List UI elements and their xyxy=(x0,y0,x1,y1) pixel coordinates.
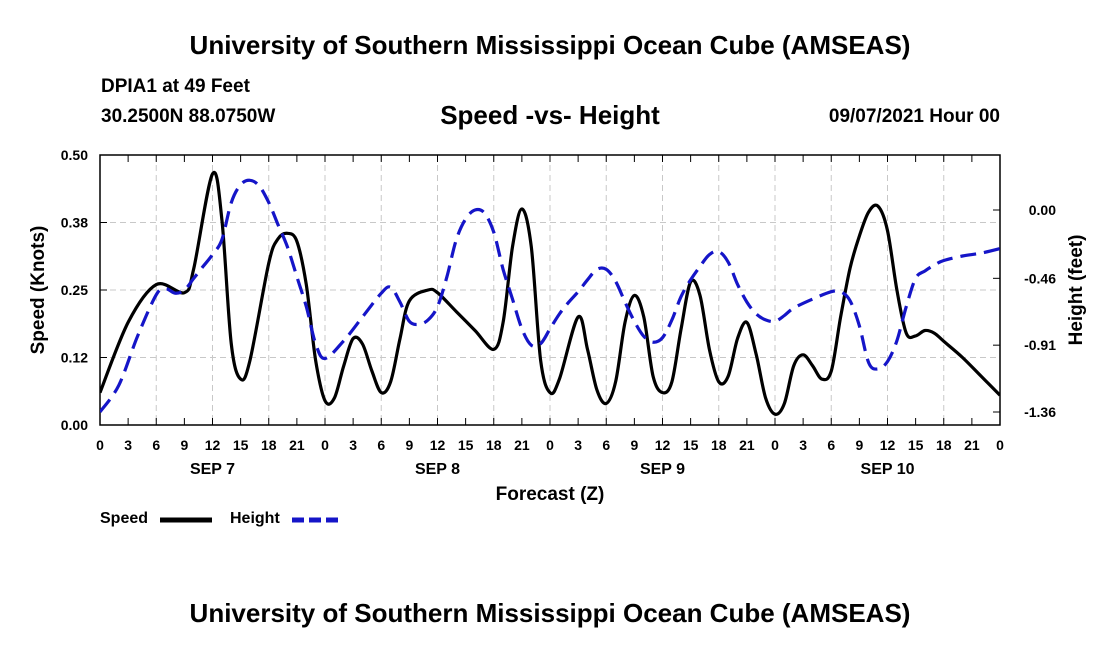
x-tick-label: 0 xyxy=(771,437,779,453)
x-tick-label: 9 xyxy=(180,437,188,453)
x-tick-label: 9 xyxy=(405,437,413,453)
legend-speed-label: Speed xyxy=(100,510,149,527)
station-coordinates: 30.2500N 88.0750W xyxy=(101,106,276,127)
x-axis-label: Forecast (Z) xyxy=(496,484,605,505)
legend-height-label: Height xyxy=(230,510,280,527)
x-tick-label: 9 xyxy=(855,437,863,453)
y-tick-label: 0.50 xyxy=(61,147,88,163)
x-tick-label: 15 xyxy=(683,437,699,453)
x-tick-label: 18 xyxy=(711,437,727,453)
x-day-label: SEP 8 xyxy=(415,461,460,478)
x-tick-label: 21 xyxy=(739,437,755,453)
x-tick-label: 9 xyxy=(630,437,638,453)
x-tick-label: 6 xyxy=(827,437,835,453)
x-tick-label: 12 xyxy=(430,437,446,453)
y-tick-label: 0.12 xyxy=(61,350,88,366)
y2-tick-label: -1.36 xyxy=(1024,404,1056,420)
x-tick-label: 0 xyxy=(546,437,554,453)
x-tick-label: 12 xyxy=(655,437,671,453)
x-tick-label: 3 xyxy=(349,437,357,453)
chart-title-bottom: University of Southern Mississippi Ocean… xyxy=(189,598,911,628)
chart-title-top: University of Southern Mississippi Ocean… xyxy=(189,30,911,60)
series-height-line xyxy=(100,178,1000,413)
x-tick-label: 6 xyxy=(152,437,160,453)
y-tick-label: 0.00 xyxy=(61,417,88,433)
forecast-timestamp: 09/07/2021 Hour 00 xyxy=(828,106,1000,127)
x-tick-label: 0 xyxy=(96,437,104,453)
x-day-label: SEP 7 xyxy=(190,461,235,478)
x-tick-label: 15 xyxy=(908,437,924,453)
x-tick-label: 15 xyxy=(233,437,249,453)
x-tick-label: 18 xyxy=(486,437,502,453)
x-tick-label: 0 xyxy=(996,437,1004,453)
x-tick-label: 18 xyxy=(261,437,277,453)
y2-tick-label: -0.46 xyxy=(1024,270,1056,286)
x-tick-label: 3 xyxy=(799,437,807,453)
x-tick-label: 12 xyxy=(880,437,896,453)
x-day-label: SEP 9 xyxy=(640,461,685,478)
x-tick-label: 6 xyxy=(377,437,385,453)
x-tick-label: 18 xyxy=(936,437,952,453)
x-day-label: SEP 10 xyxy=(861,461,915,478)
y-tick-label: 0.25 xyxy=(61,282,88,298)
y2-tick-label: -0.91 xyxy=(1024,337,1056,353)
x-tick-label: 3 xyxy=(124,437,132,453)
x-tick-label: 0 xyxy=(321,437,329,453)
x-tick-label: 6 xyxy=(602,437,610,453)
y2-axis-label: Height (feet) xyxy=(1066,235,1087,346)
x-tick-label: 15 xyxy=(458,437,474,453)
x-tick-label: 12 xyxy=(205,437,221,453)
chart-subtitle: Speed -vs- Height xyxy=(440,100,660,130)
x-tick-label: 3 xyxy=(574,437,582,453)
x-tick-label: 21 xyxy=(514,437,530,453)
series-speed-line xyxy=(100,170,1000,416)
x-tick-label: 21 xyxy=(964,437,980,453)
y-tick-label: 0.38 xyxy=(61,215,88,231)
y-axis-label: Speed (Knots) xyxy=(28,226,49,355)
station-name: DPIA1 at 49 Feet xyxy=(101,76,250,97)
x-tick-label: 21 xyxy=(289,437,305,453)
y2-tick-label: 0.00 xyxy=(1029,202,1056,218)
